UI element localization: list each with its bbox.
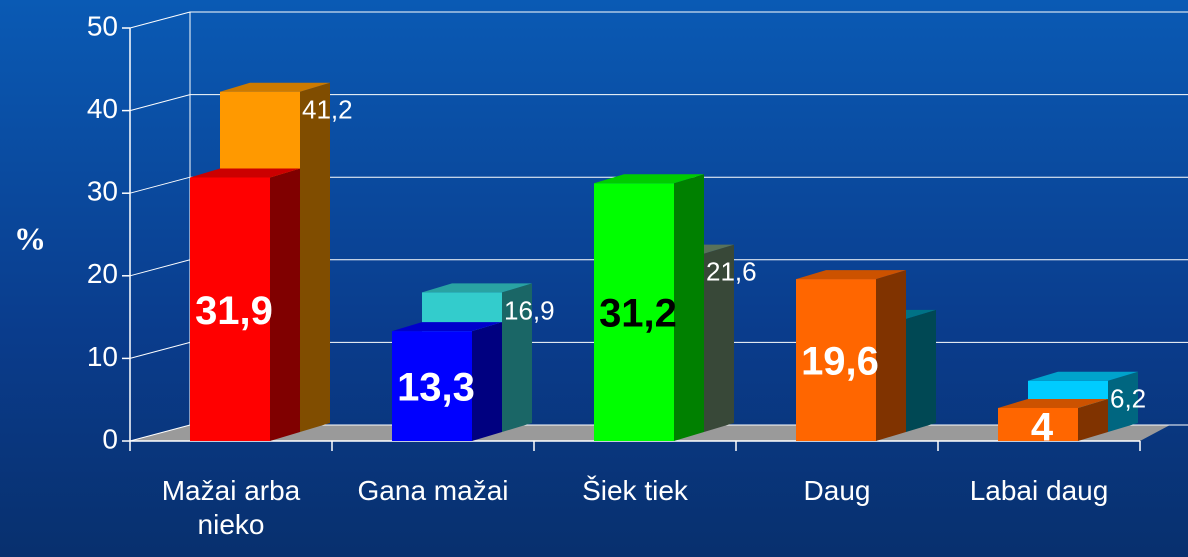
bar-front bbox=[190, 177, 270, 442]
y-tick-label: 30 bbox=[87, 176, 118, 207]
bar-top bbox=[422, 283, 532, 293]
bar-top bbox=[1028, 371, 1138, 381]
grid-line bbox=[129, 176, 1188, 194]
value-label: 31,9 bbox=[195, 289, 273, 333]
y-tick-label: 10 bbox=[87, 341, 118, 372]
bar-side bbox=[472, 322, 502, 441]
y-tick-label: 0 bbox=[102, 423, 118, 454]
y-tick-label: 20 bbox=[87, 258, 118, 289]
bar-side bbox=[906, 309, 936, 432]
bar-side bbox=[1108, 371, 1138, 432]
value-label: 16,9 bbox=[504, 295, 555, 325]
x-tick-label: Šiek tiek bbox=[582, 475, 688, 506]
x-tick-label: Labai daug bbox=[969, 475, 1109, 506]
bar-front bbox=[392, 331, 472, 441]
value-label: 21,6 bbox=[706, 256, 757, 286]
y-tick-label: 40 bbox=[87, 93, 118, 124]
y-tick-label: 50 bbox=[87, 10, 118, 41]
bar-front bbox=[594, 183, 674, 441]
bar bbox=[998, 398, 1108, 441]
bar-side bbox=[704, 244, 734, 432]
bar-side bbox=[1078, 398, 1108, 441]
bar-side bbox=[502, 283, 532, 432]
bar bbox=[190, 168, 300, 442]
x-tick-label: Mažai arba nieko bbox=[161, 475, 301, 540]
value-label: 41,2 bbox=[302, 95, 353, 125]
bar-front bbox=[998, 407, 1078, 441]
bar-top bbox=[220, 82, 330, 92]
value-label: 13,3 bbox=[397, 366, 475, 410]
bar-top bbox=[998, 398, 1108, 408]
value-label: 19,6 bbox=[801, 340, 879, 384]
bar-side bbox=[876, 270, 906, 441]
bar-side bbox=[674, 174, 704, 441]
value-label: 4 bbox=[1031, 406, 1054, 450]
bar bbox=[594, 174, 704, 441]
value-label: 6,2 bbox=[1110, 384, 1146, 414]
bar-top bbox=[796, 270, 906, 280]
grid-line bbox=[129, 11, 1188, 29]
bar-front bbox=[796, 279, 876, 441]
bar-top bbox=[392, 322, 502, 332]
x-tick-label: Gana mažai bbox=[357, 475, 509, 506]
bar-top bbox=[594, 174, 704, 184]
bar-top bbox=[190, 168, 300, 178]
x-tick-label: Daug bbox=[803, 475, 871, 506]
value-label: 31,2 bbox=[599, 292, 677, 336]
bar-side bbox=[300, 82, 330, 433]
y-axis-label: % bbox=[14, 220, 46, 256]
bar bbox=[392, 322, 502, 441]
bar-side bbox=[270, 168, 300, 442]
grid-line bbox=[129, 94, 1188, 112]
bar bbox=[796, 270, 906, 441]
